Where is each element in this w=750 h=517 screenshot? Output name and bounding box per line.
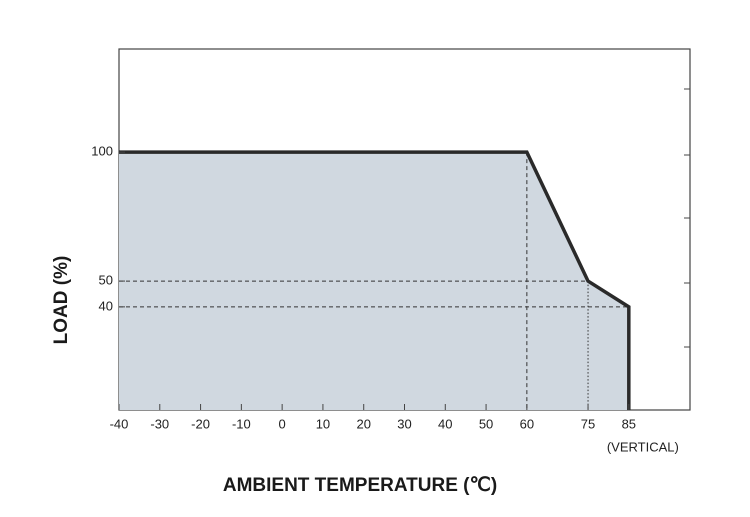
x-tick-label: 85	[622, 416, 636, 431]
x-tick-label: 20	[356, 416, 370, 431]
y-tick-label: 100	[91, 144, 113, 159]
x-tick-label: 0	[279, 416, 286, 431]
x-tick-label: -20	[191, 416, 210, 431]
x-tick-label: -40	[110, 416, 129, 431]
right-axis-ticks	[684, 88, 690, 348]
x-tick-label: -10	[232, 416, 251, 431]
x-tick-label: 30	[397, 416, 411, 431]
annotation: (VERTICAL)	[607, 439, 679, 454]
y-axis-label: LOAD (%)	[51, 256, 72, 345]
x-axis-label: AMBIENT TEMPERATURE (℃)	[223, 475, 497, 496]
x-tick-label: 10	[316, 416, 330, 431]
x-tick-label: 60	[520, 416, 534, 431]
y-tick-label: 40	[99, 298, 113, 313]
derating-line	[119, 150, 631, 410]
x-tick-label: 75	[581, 416, 595, 431]
x-tick-label: 50	[479, 416, 493, 431]
x-tick-label: -30	[150, 416, 169, 431]
x-tick-label: 40	[438, 416, 452, 431]
y-tick-label: 50	[99, 273, 113, 288]
